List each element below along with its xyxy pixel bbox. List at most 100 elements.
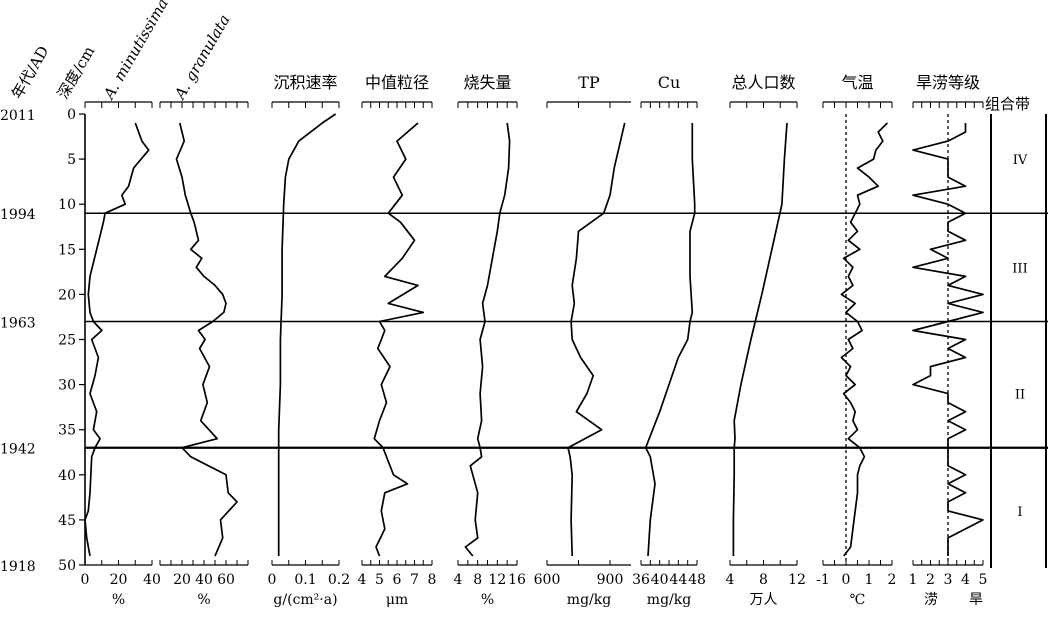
tick-label: 0	[268, 572, 277, 588]
panel-title: 中值粒径	[365, 73, 429, 92]
panel-title: 烧失量	[463, 73, 511, 92]
depth-tick-label: 45	[58, 513, 76, 529]
series-line-population	[732, 122, 788, 556]
depth-tick-label: 10	[58, 197, 76, 213]
tick-label: 48	[688, 572, 706, 588]
zone-label: I	[1017, 505, 1022, 520]
age-label: 1994	[0, 207, 36, 223]
depth-tick-label: 0	[67, 107, 76, 123]
depth-axis-label: 深度/cm	[54, 43, 98, 102]
tick-label: 4	[358, 572, 367, 588]
series-line-minutissima	[84, 122, 150, 557]
tick-label: 0.1	[294, 572, 316, 588]
panel-sed_rate: 0 0.1 0.2 沉积速率 g/(cm²·a)	[268, 73, 351, 608]
panel-title: 旱涝等级	[916, 73, 980, 92]
series-line-granulata	[175, 122, 238, 557]
zone-axis-label: 组合带	[985, 95, 1030, 113]
series-line-tp	[567, 122, 626, 557]
tick-label: 60	[217, 572, 235, 588]
depth-tick-label: 40	[58, 468, 76, 484]
tick-label: 8	[428, 572, 437, 588]
tick-label: 2	[888, 572, 897, 588]
panel-unit-right: 旱	[969, 592, 983, 608]
tick-label: 44	[669, 572, 687, 588]
panel-unit: mg/kg	[567, 592, 611, 608]
panel-unit: %	[481, 592, 494, 608]
zone-label: III	[1012, 261, 1027, 276]
tick-label: 0.2	[328, 572, 350, 588]
tick-label: 5	[979, 572, 988, 588]
tick-label: 20	[173, 572, 191, 588]
depth-tick-label: 25	[58, 333, 76, 349]
tick-label: 20	[110, 572, 128, 588]
tick-label: 600	[534, 572, 561, 588]
zone-label: II	[1015, 388, 1025, 403]
series-line-drought_flood	[912, 123, 984, 556]
tick-label: 6	[393, 572, 402, 588]
series-line-sed_rate	[277, 113, 337, 556]
series-line-temperature	[840, 122, 888, 557]
panel-title: 气温	[841, 73, 873, 92]
panel-unit: %	[112, 592, 125, 608]
tick-label: 7	[410, 572, 419, 588]
tick-label: 900	[597, 572, 624, 588]
panel-cu: 36 40 44 48 Cu mg/kg	[632, 73, 706, 608]
panel-title: A. minutissima	[99, 0, 172, 104]
panel-unit: %	[197, 592, 210, 608]
tick-label: 12	[488, 572, 506, 588]
panel-title: Cu	[658, 73, 681, 92]
series-line-loi	[464, 122, 511, 557]
tick-label: 0	[81, 572, 90, 588]
age-label: 1942	[0, 442, 36, 458]
tick-label: 1	[865, 572, 874, 588]
tick-label: 5	[375, 572, 384, 588]
series-line-grain_size	[373, 122, 425, 557]
tick-label: 0	[842, 572, 851, 588]
depth-tick-label: 30	[58, 378, 76, 394]
panel-title: 总人口数	[731, 73, 795, 92]
panel-tp: 600 900 TP mg/kg	[534, 73, 631, 608]
panel-unit: ℃	[850, 592, 866, 608]
year-axis-label: 年代/AD	[8, 43, 53, 102]
tick-label: 2	[926, 572, 935, 588]
depth-tick-label: 15	[58, 242, 76, 258]
zone-label: IV	[1013, 153, 1028, 168]
tick-label: 4	[454, 572, 463, 588]
panel-unit: mg/kg	[647, 592, 691, 608]
panel-loi: 4 8 12 16 烧失量%	[454, 73, 526, 608]
panel-grain_size: 4 5 6 7 8 中值粒径 μm	[358, 73, 437, 608]
panel-unit: 万人	[750, 592, 778, 608]
panel-unit: g/(cm²·a)	[273, 592, 337, 608]
age-label: 1918	[0, 559, 36, 575]
tick-label: 40	[651, 572, 669, 588]
panel-granulata: 20 40 60 A. granulata%	[159, 11, 249, 608]
tick-label: 8	[473, 572, 482, 588]
proxy-panels: 0 20 40A. minutissima%20 40 60A. granulata%0…	[81, 0, 988, 608]
tick-label: 4	[726, 572, 735, 588]
tick-label: 12	[788, 572, 806, 588]
tick-label: 3	[944, 572, 953, 588]
depth-axis: 0 5 10 15 20 25 30 35 40 45 50 2011 1994 1963 1942 1918	[0, 107, 86, 575]
tick-label: 8	[759, 572, 768, 588]
panel-unit-left: 涝	[924, 592, 938, 608]
depth-tick-label: 35	[58, 423, 76, 439]
panel-title: 沉积速率	[273, 73, 337, 92]
panel-temperature: -1 0 1 2 气温 ℃	[816, 73, 896, 608]
tick-label: 36	[632, 572, 650, 588]
tick-label: 40	[195, 572, 213, 588]
age-label: 2011	[0, 108, 36, 124]
panel-title: TP	[578, 73, 600, 92]
tick-label: 16	[508, 572, 526, 588]
depth-tick-label: 50	[58, 558, 76, 574]
depth-tick-label: 20	[58, 287, 76, 303]
panel-minutissima: 0 20 40 A. minutissima%	[81, 0, 172, 608]
tick-label: -1	[816, 572, 830, 588]
panel-unit: μm	[386, 592, 408, 608]
series-line-cu	[644, 123, 696, 557]
tick-label: 4	[961, 572, 970, 588]
age-label: 1963	[0, 315, 36, 331]
